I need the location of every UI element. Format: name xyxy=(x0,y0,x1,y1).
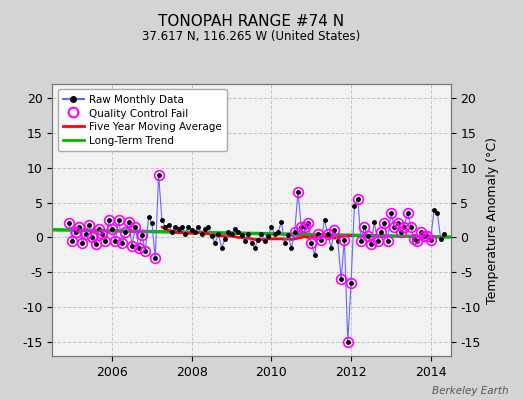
Y-axis label: Temperature Anomaly (°C): Temperature Anomaly (°C) xyxy=(486,136,499,304)
Text: Berkeley Earth: Berkeley Earth xyxy=(432,386,508,396)
Text: TONOPAH RANGE #74 N: TONOPAH RANGE #74 N xyxy=(158,14,345,29)
Text: 37.617 N, 116.265 W (United States): 37.617 N, 116.265 W (United States) xyxy=(143,30,361,43)
Legend: Raw Monthly Data, Quality Control Fail, Five Year Moving Average, Long-Term Tren: Raw Monthly Data, Quality Control Fail, … xyxy=(58,89,227,152)
